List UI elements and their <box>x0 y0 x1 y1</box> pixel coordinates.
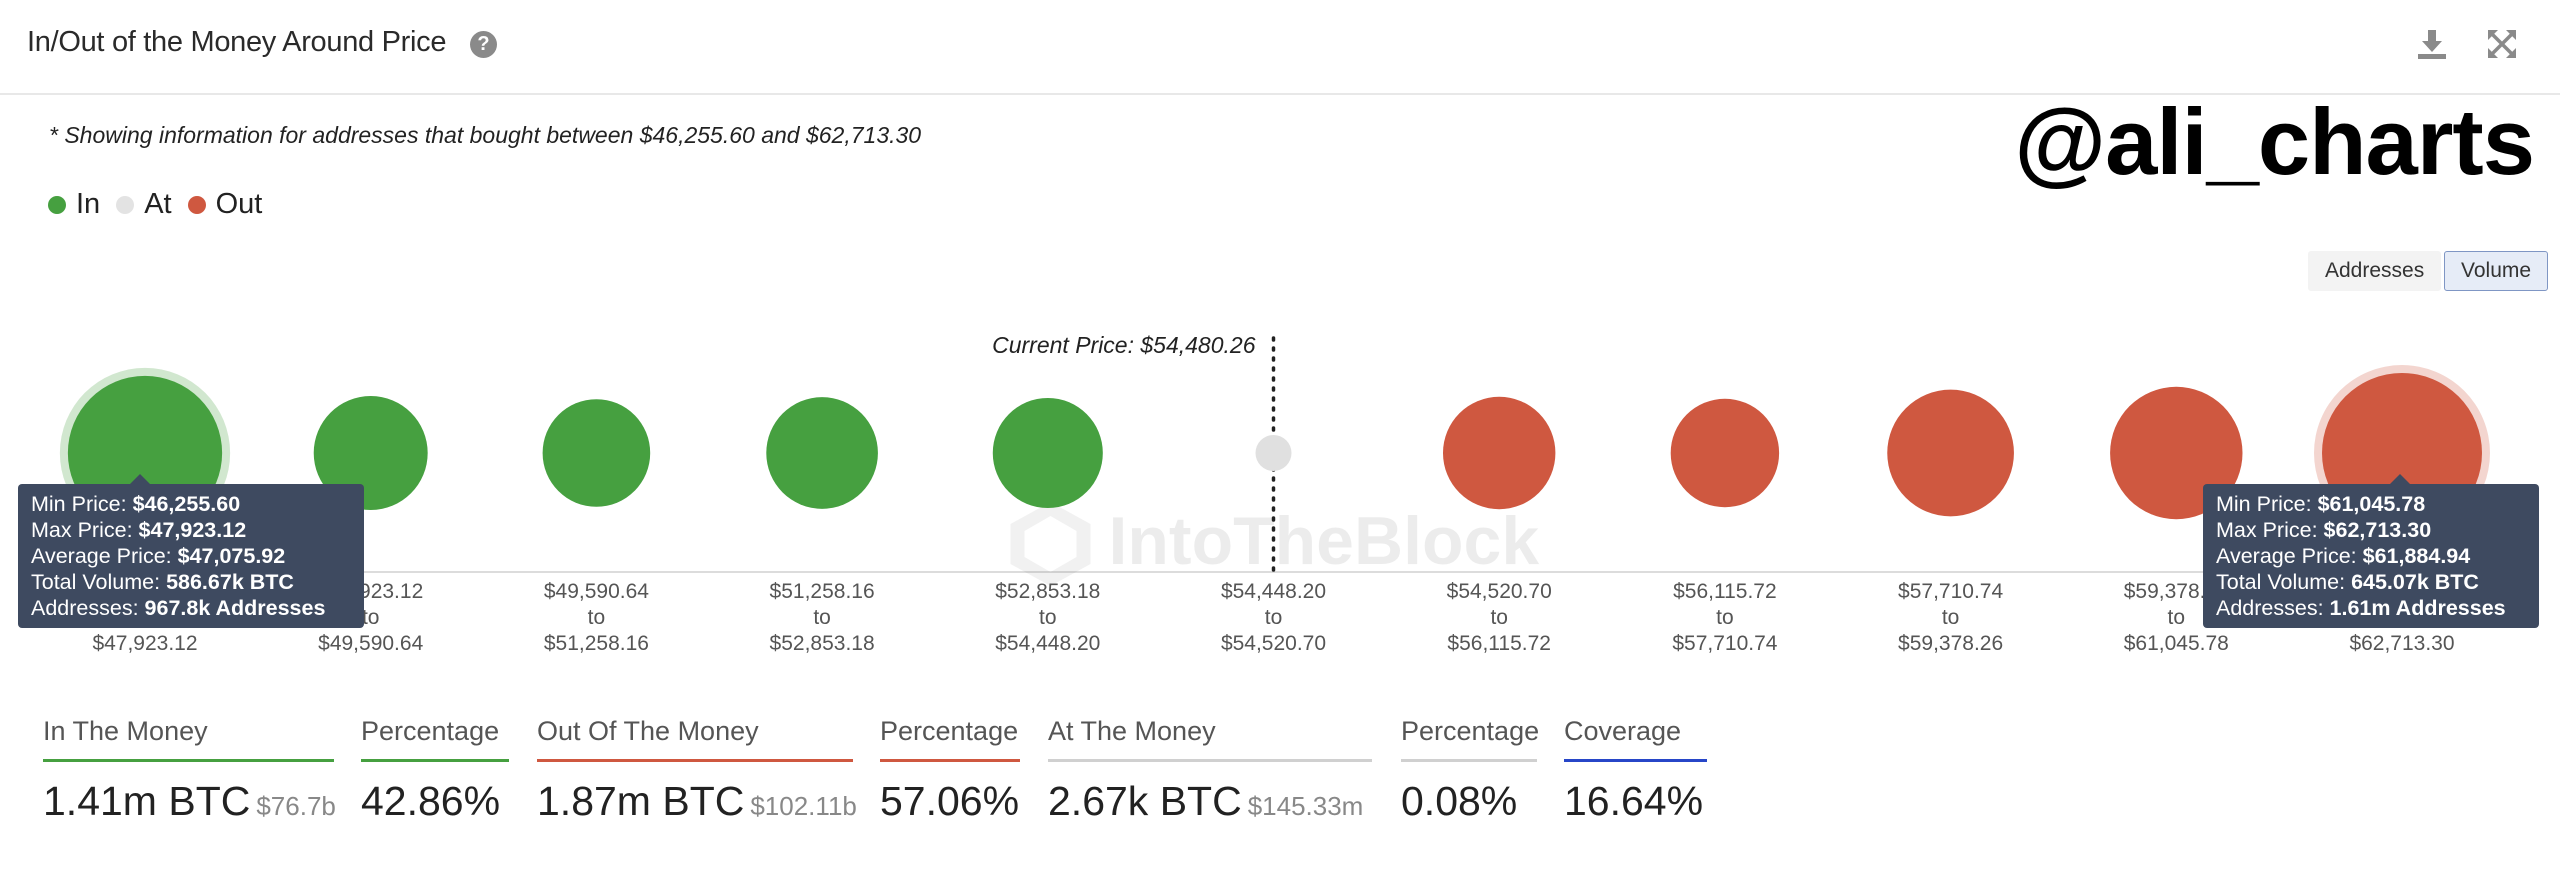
chart-header: In/Out of the Money Around Price ? <box>0 0 2560 95</box>
intotheblock-logo-icon <box>1010 502 1091 586</box>
bin-label-end-4: $54,448.20 <box>995 632 1100 655</box>
bin-label-from-6: $54,520.70 <box>1447 580 1552 603</box>
bubble-7 <box>1670 398 1780 508</box>
legend-item-out[interactable]: Out <box>187 188 263 221</box>
question-circle-icon[interactable]: ? <box>470 31 497 58</box>
stat-coverage: Coverage 16.64% <box>1564 716 1707 825</box>
bin-label-from-3: $51,258.16 <box>770 580 875 603</box>
tooltip-left: Min Price: $46,255.60 Max Price: $47,923… <box>18 474 364 628</box>
bin-label-end-1: $49,590.64 <box>318 632 423 655</box>
legend-dot-out <box>187 195 206 214</box>
bin-label-from-7: $56,115.72 <box>1673 580 1777 603</box>
bin-label-from-8: $57,710.74 <box>1898 580 2003 603</box>
stat-sub: $145.33m <box>1247 791 1364 821</box>
legend-label-at: At <box>144 188 172 220</box>
bubble-8 <box>1887 389 2014 517</box>
bin-label-from-5: $54,448.20 <box>1221 580 1326 603</box>
chart-watermark: IntoTheBlock <box>1109 503 1540 579</box>
bin-label-from-2: $49,590.64 <box>544 580 649 603</box>
stat-at-the-money: At The Money 2.67k BTC $145.33m <box>1048 716 1372 825</box>
stat-at-percentage: Percentage 0.08% <box>1401 716 1539 825</box>
bubble-3 <box>766 397 878 509</box>
stat-value: 1.41m BTC <box>43 778 251 824</box>
bin-label-end-10: $62,713.30 <box>2349 632 2454 655</box>
current-price-label: Current Price: $54,480.26 <box>992 332 1256 358</box>
bin-label-end-0: $47,923.12 <box>92 632 197 655</box>
bin-label-end-6: $56,115.72 <box>1447 632 1551 655</box>
stat-value: 0.08% <box>1401 778 1518 824</box>
stat-label: Percentage <box>880 716 1020 762</box>
stat-value: 16.64% <box>1564 778 1704 824</box>
legend-label-in: In <box>76 188 101 220</box>
bin-label-to-8: to <box>1942 606 1960 629</box>
bin-label-to-7: to <box>1716 606 1734 629</box>
bin-label-from-4: $52,853.18 <box>995 580 1100 603</box>
legend-dot-at <box>116 195 135 214</box>
stat-value: 42.86% <box>361 778 501 824</box>
legend-label-out: Out <box>215 188 263 220</box>
bubble-2 <box>542 399 651 507</box>
bin-label-end-5: $54,520.70 <box>1221 632 1326 655</box>
bin-label-to-6: to <box>1490 606 1508 629</box>
watermark-handle: @ali_charts <box>2014 89 2535 194</box>
page-title: In/Out of the Money Around Price <box>27 26 447 58</box>
stat-label: In The Money <box>43 716 334 762</box>
bubble-6 <box>1442 396 1556 510</box>
legend: In At Out <box>48 188 278 221</box>
stat-out-percentage: Percentage 57.06% <box>880 716 1020 825</box>
stat-label: Percentage <box>361 716 509 762</box>
bin-label-to-9: to <box>2168 606 2186 629</box>
tooltip-right: Min Price: $61,045.78 Max Price: $62,713… <box>2203 474 2539 628</box>
expand-icon[interactable] <box>2484 26 2520 62</box>
stat-label: Out Of The Money <box>537 716 853 762</box>
legend-dot-in <box>48 195 66 214</box>
stat-label: At The Money <box>1048 716 1372 762</box>
bin-label-to-3: to <box>813 606 831 629</box>
download-icon[interactable] <box>2414 26 2450 62</box>
bubble-4 <box>992 397 1103 509</box>
bubble-1 <box>313 396 428 510</box>
bin-label-end-7: $57,710.74 <box>1672 632 1777 655</box>
bin-label-end-3: $52,853.18 <box>770 632 875 655</box>
volume-toggle-button[interactable]: Volume <box>2444 251 2549 291</box>
bin-label-to-4: to <box>1039 606 1057 629</box>
stat-value: 2.67k BTC <box>1048 778 1242 824</box>
bin-label-to-1: to <box>362 606 380 629</box>
legend-item-at[interactable]: At <box>116 188 172 221</box>
stat-sub: $76.7b <box>256 791 336 821</box>
bin-label-from-9: $59,378.26 <box>2124 580 2229 603</box>
stat-in-percentage: Percentage 42.86% <box>361 716 509 825</box>
addresses-toggle-button[interactable]: Addresses <box>2308 251 2442 291</box>
stat-out-of-the-money: Out Of The Money 1.87m BTC $102.11b <box>537 716 857 825</box>
stat-value: 57.06% <box>880 778 1020 824</box>
stat-value: 1.87m BTC <box>537 778 745 824</box>
range-note: * Showing information for addresses that… <box>49 122 922 148</box>
bin-label-end-9: $61,045.78 <box>2124 632 2229 655</box>
bubble-5 <box>1255 435 1292 471</box>
stat-label: Coverage <box>1564 716 1707 762</box>
stat-label: Percentage <box>1401 716 1539 762</box>
bin-label-to-2: to <box>588 606 606 629</box>
stat-in-the-money: In The Money 1.41m BTC $76.7b <box>43 716 336 825</box>
bin-label-end-2: $51,258.16 <box>544 632 649 655</box>
bin-label-to-5: to <box>1265 606 1283 629</box>
legend-item-in[interactable]: In <box>48 188 100 221</box>
bin-label-end-8: $59,378.26 <box>1898 632 2003 655</box>
stat-sub: $102.11b <box>750 791 857 821</box>
